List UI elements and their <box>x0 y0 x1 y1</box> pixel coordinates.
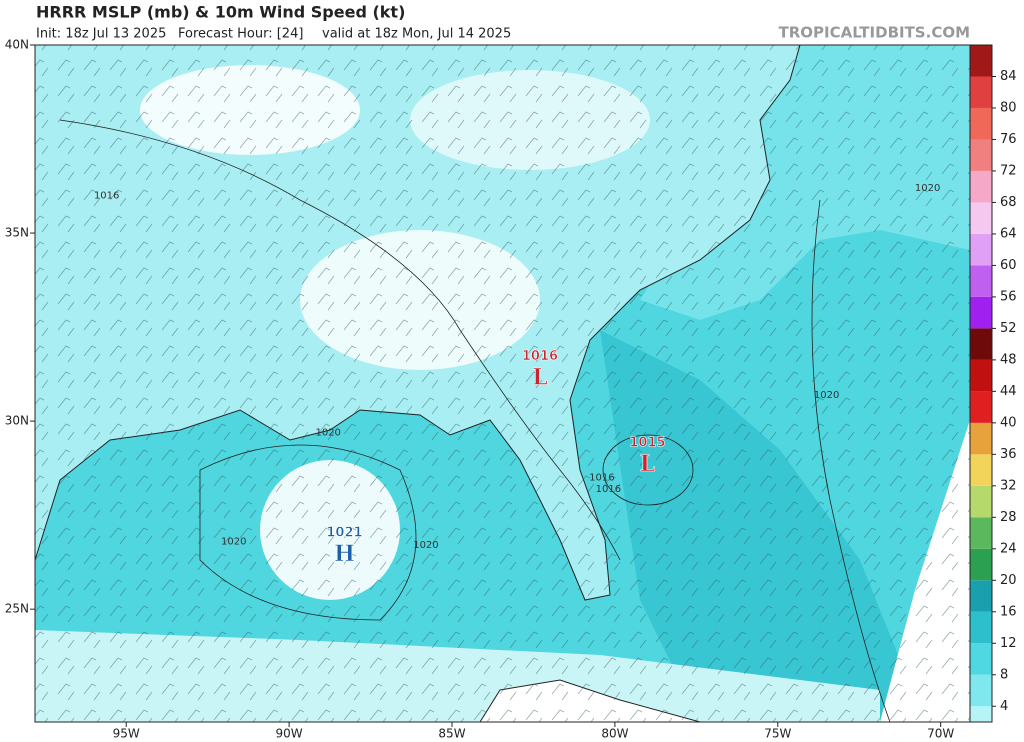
colorbar-bin <box>970 643 992 675</box>
colorbar-label: 52 <box>1000 321 1017 336</box>
colorbar-label: 44 <box>1000 384 1017 399</box>
colorbar-label: 76 <box>1000 132 1017 147</box>
colorbar-bin <box>970 422 992 455</box>
x-tick-label: 75W <box>764 727 791 741</box>
colorbar-label: 40 <box>1000 415 1017 430</box>
colorbar-bin <box>970 517 992 549</box>
center-symbol: L <box>532 364 547 390</box>
title: HRRR MSLP (mb) & 10m Wind Speed (kt) <box>36 3 405 22</box>
colorbar-label: 32 <box>1000 478 1017 493</box>
colorbar-label: 72 <box>1000 163 1017 178</box>
colorbar-bin <box>970 202 992 234</box>
colorbar-label: 56 <box>1000 289 1017 304</box>
colorbar-label: 64 <box>1000 226 1017 241</box>
contour-label: 1016 <box>94 190 119 201</box>
colorbar-bin <box>970 485 992 518</box>
x-tick-label: 95W <box>113 727 140 741</box>
colorbar-label: 4 <box>1000 699 1008 714</box>
contour-label: 1020 <box>315 427 340 438</box>
isobar <box>602 434 694 506</box>
center-symbol: H <box>334 541 355 567</box>
colorbar-bin <box>970 611 992 644</box>
colorbar-label: 16 <box>1000 604 1017 619</box>
contour-label: 1016 <box>596 484 621 495</box>
colorbar-label: 48 <box>1000 352 1017 367</box>
colorbar-label: 24 <box>1000 541 1017 556</box>
map <box>35 45 970 722</box>
contour-label: 1016 <box>589 473 614 484</box>
y-tick-label: 25N <box>5 602 29 616</box>
colorbar-bin <box>970 706 992 722</box>
subtitle: Forecast Hour: [24] <box>178 27 303 42</box>
wind-barbs <box>35 45 970 722</box>
center-value: 1016 <box>522 349 558 364</box>
colorbar-bin <box>970 328 992 360</box>
source: TROPICALTIDBITS.COM <box>779 24 971 42</box>
colorbar-bin <box>970 265 992 297</box>
colorbar-label: 8 <box>1000 667 1008 682</box>
colorbar-label: 68 <box>1000 195 1017 210</box>
isobar <box>59 119 621 561</box>
colorbar-label: 12 <box>1000 636 1017 651</box>
colorbar-bin <box>970 45 992 77</box>
x-tick-label: 80W <box>601 727 628 741</box>
colorbar-label: 28 <box>1000 510 1017 525</box>
center-value: 1015 <box>629 435 665 450</box>
center-symbol: L <box>640 451 655 477</box>
colorbar-bin <box>970 580 992 612</box>
y-tick-label: 40N <box>5 38 29 52</box>
center-value: 1021 <box>326 526 362 541</box>
isobar <box>811 199 891 722</box>
colorbar-bin <box>970 233 992 266</box>
colorbar-label: 20 <box>1000 573 1017 588</box>
colorbar-frame <box>969 44 993 723</box>
contour-label: 1020 <box>915 183 940 194</box>
subtitle: valid at 18z Mon, Jul 14 2025 <box>322 27 511 42</box>
subtitle: Init: 18z Jul 13 2025 <box>36 27 166 42</box>
contour-label: 1020 <box>221 536 246 547</box>
contour-label: 1020 <box>413 540 438 551</box>
y-tick-label: 35N <box>5 226 29 240</box>
colorbar-bin <box>970 76 992 108</box>
colorbar-label: 36 <box>1000 447 1017 462</box>
colorbar-bin <box>970 170 992 203</box>
colorbar-bin <box>970 548 992 581</box>
colorbar-bin <box>970 139 992 171</box>
colorbar-bin <box>970 296 992 329</box>
colorbar-label: 60 <box>1000 258 1017 273</box>
colorbar-bin <box>970 454 992 486</box>
y-tick-label: 30N <box>5 414 29 428</box>
isobar <box>199 444 417 621</box>
x-tick-label: 85W <box>438 727 465 741</box>
contour-label: 1020 <box>814 390 839 401</box>
colorbar-label: 84 <box>1000 69 1017 84</box>
colorbar-bin <box>970 107 992 140</box>
x-tick-label: 90W <box>276 727 303 741</box>
colorbar-bin <box>970 391 992 423</box>
colorbar-bin <box>970 359 992 392</box>
colorbar-bin <box>970 674 992 707</box>
x-tick-label: 70W <box>927 727 954 741</box>
colorbar-label: 80 <box>1000 100 1017 115</box>
